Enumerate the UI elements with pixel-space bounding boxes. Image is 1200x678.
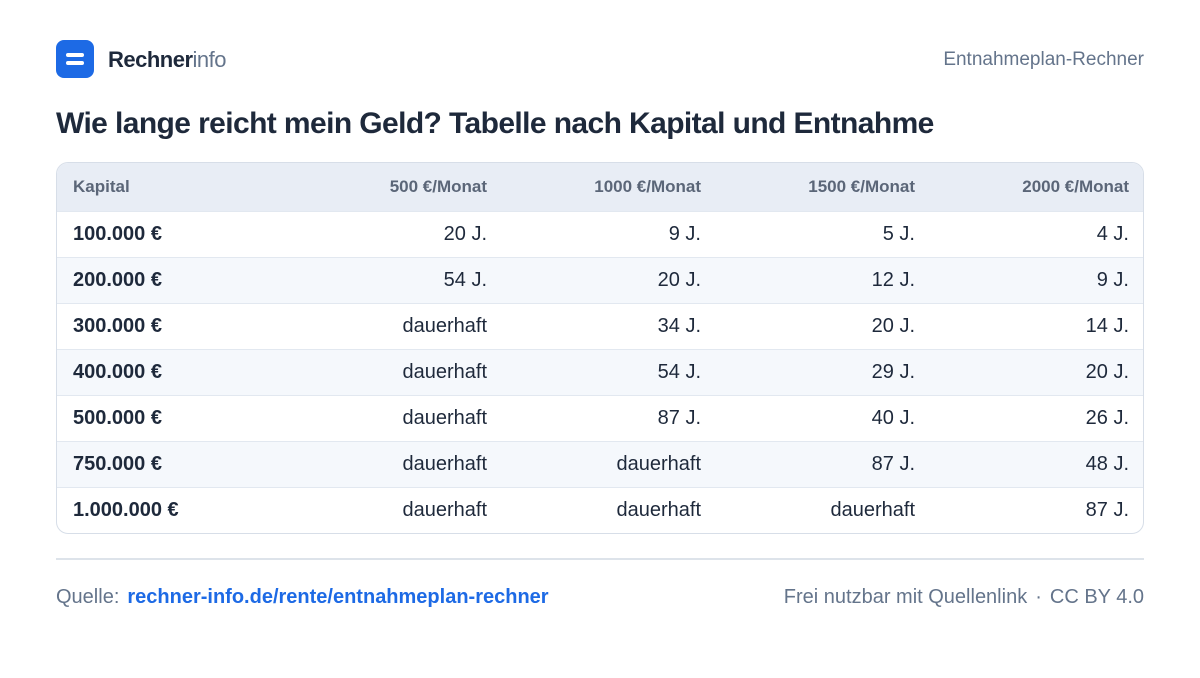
table-row: 300.000 € dauerhaft 34 J. 20 J. 14 J. [57, 303, 1143, 349]
duration-cell: 20 J. [1085, 360, 1129, 383]
duration-cell: 40 J. [871, 406, 915, 429]
table-row: 400.000 € dauerhaft 54 J. 29 J. 20 J. [57, 349, 1143, 395]
duration-table: Kapital 500 €/Monat 1000 €/Monat 1500 €/… [56, 162, 1144, 534]
calculator-name: Entnahmeplan-Rechner [943, 49, 1144, 70]
duration-cell: 20 J. [443, 222, 487, 245]
footer-divider [56, 558, 1144, 560]
withdrawal-table: Kapital 500 €/Monat 1000 €/Monat 1500 €/… [57, 163, 1143, 533]
source-link[interactable]: rechner-info.de/rente/entnahmeplan-rechn… [127, 586, 549, 608]
table-row: 100.000 € 20 J. 9 J. 5 J. 4 J. [57, 211, 1143, 257]
duration-cell: 54 J. [657, 360, 701, 383]
column-header-500: 500 €/Monat [389, 176, 487, 196]
duration-cell: dauerhaft [402, 498, 487, 521]
license-text: Frei nutzbar mit Quellenlink [783, 586, 1028, 608]
table-header-row: Kapital 500 €/Monat 1000 €/Monat 1500 €/… [57, 163, 1143, 211]
logo-icon[interactable] [56, 40, 94, 78]
duration-cell: 4 J. [1096, 222, 1129, 245]
duration-cell: dauerhaft [402, 360, 487, 383]
duration-cell: 9 J. [668, 222, 701, 245]
duration-cell: dauerhaft [402, 452, 487, 475]
duration-cell: 48 J. [1085, 452, 1129, 475]
duration-cell: 5 J. [882, 222, 915, 245]
column-header-2000: 2000 €/Monat [1022, 176, 1129, 196]
duration-cell: 29 J. [871, 360, 915, 383]
duration-cell: 26 J. [1085, 406, 1129, 429]
duration-cell: 9 J. [1096, 268, 1129, 291]
license-line: Frei nutzbar mit Quellenlink · CC BY 4.0 [784, 584, 1144, 610]
source-label: Quelle: [56, 586, 120, 608]
capital-cell: 100.000 € [73, 222, 162, 245]
brand-name-strong: Rechner [108, 47, 193, 72]
capital-cell: 1.000.000 € [73, 498, 179, 521]
duration-cell: dauerhaft [402, 406, 487, 429]
duration-cell: dauerhaft [616, 498, 701, 521]
column-header-1500: 1500 €/Monat [808, 176, 915, 196]
duration-cell: 54 J. [443, 268, 487, 291]
duration-cell: dauerhaft [402, 314, 487, 337]
page-title: Wie lange reicht mein Geld? Tabelle nach… [56, 107, 934, 140]
capital-cell: 200.000 € [73, 268, 162, 291]
duration-cell: 20 J. [871, 314, 915, 337]
capital-cell: 750.000 € [73, 452, 162, 475]
column-header-1000: 1000 €/Monat [594, 176, 701, 196]
duration-cell: 34 J. [657, 314, 701, 337]
duration-cell: dauerhaft [616, 452, 701, 475]
duration-cell: 87 J. [657, 406, 701, 429]
table-row: 500.000 € dauerhaft 87 J. 40 J. 26 J. [57, 395, 1143, 441]
duration-cell: 20 J. [657, 268, 701, 291]
brand-name-light: info [192, 47, 227, 72]
capital-cell: 300.000 € [73, 314, 162, 337]
duration-cell: 14 J. [1085, 314, 1129, 337]
logo-bar-bottom [66, 61, 84, 65]
license-badge: CC BY 4.0 [1049, 586, 1144, 608]
table-row: 200.000 € 54 J. 20 J. 12 J. 9 J. [57, 257, 1143, 303]
capital-cell: 400.000 € [73, 360, 162, 383]
license-separator: · [1035, 586, 1042, 608]
table-row: 1.000.000 € dauerhaft dauerhaft dauerhaf… [57, 487, 1143, 533]
source-line: Quelle: rechner-info.de/rente/entnahmepla… [56, 584, 549, 610]
brand-logo[interactable]: Rechnerinfo [108, 47, 227, 73]
logo-bar-top [66, 53, 84, 57]
column-header-kapital: Kapital [73, 176, 130, 196]
duration-cell: 87 J. [871, 452, 915, 475]
table-row: 750.000 € dauerhaft dauerhaft 87 J. 48 J… [57, 441, 1143, 487]
duration-cell: 12 J. [871, 268, 915, 291]
capital-cell: 500.000 € [73, 406, 162, 429]
footer: Quelle: rechner-info.de/rente/entnahmepla… [56, 584, 1144, 610]
duration-cell: 87 J. [1085, 498, 1129, 521]
header: Rechnerinfo Entnahmeplan-Rechner [56, 40, 1144, 78]
duration-cell: dauerhaft [830, 498, 915, 521]
